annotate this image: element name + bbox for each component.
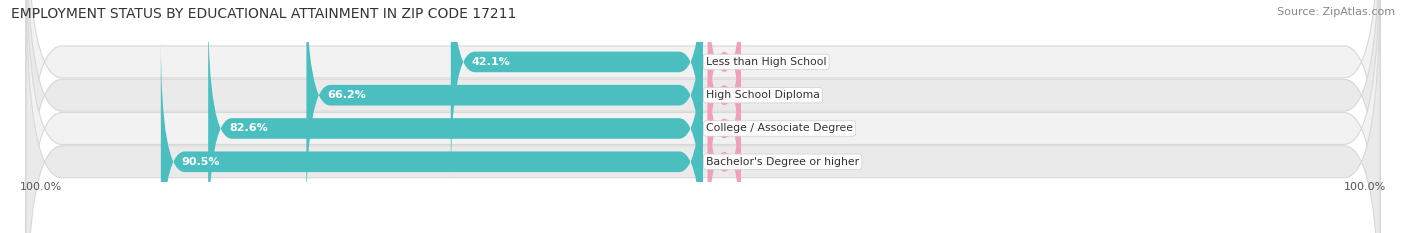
Text: College / Associate Degree: College / Associate Degree bbox=[706, 123, 853, 134]
FancyBboxPatch shape bbox=[27, 0, 1379, 233]
Text: 90.5%: 90.5% bbox=[181, 157, 221, 167]
Text: 100.0%: 100.0% bbox=[20, 182, 62, 192]
FancyBboxPatch shape bbox=[707, 6, 741, 185]
FancyBboxPatch shape bbox=[27, 0, 1379, 233]
Text: 66.2%: 66.2% bbox=[328, 90, 366, 100]
FancyBboxPatch shape bbox=[307, 0, 703, 218]
FancyBboxPatch shape bbox=[208, 6, 703, 233]
Text: 0.0%: 0.0% bbox=[749, 57, 778, 67]
FancyBboxPatch shape bbox=[27, 0, 1379, 233]
Text: 0.0%: 0.0% bbox=[749, 123, 778, 134]
Text: 0.0%: 0.0% bbox=[749, 157, 778, 167]
Text: 82.6%: 82.6% bbox=[229, 123, 269, 134]
Text: Bachelor's Degree or higher: Bachelor's Degree or higher bbox=[706, 157, 859, 167]
FancyBboxPatch shape bbox=[707, 0, 741, 151]
Text: 0.0%: 0.0% bbox=[749, 90, 778, 100]
Text: High School Diploma: High School Diploma bbox=[706, 90, 820, 100]
Text: Source: ZipAtlas.com: Source: ZipAtlas.com bbox=[1277, 7, 1395, 17]
FancyBboxPatch shape bbox=[451, 0, 703, 185]
Text: 42.1%: 42.1% bbox=[472, 57, 510, 67]
FancyBboxPatch shape bbox=[160, 39, 703, 233]
Text: EMPLOYMENT STATUS BY EDUCATIONAL ATTAINMENT IN ZIP CODE 17211: EMPLOYMENT STATUS BY EDUCATIONAL ATTAINM… bbox=[11, 7, 516, 21]
Text: 100.0%: 100.0% bbox=[1344, 182, 1386, 192]
FancyBboxPatch shape bbox=[707, 72, 741, 233]
FancyBboxPatch shape bbox=[707, 39, 741, 218]
FancyBboxPatch shape bbox=[27, 0, 1379, 233]
Text: Less than High School: Less than High School bbox=[706, 57, 827, 67]
